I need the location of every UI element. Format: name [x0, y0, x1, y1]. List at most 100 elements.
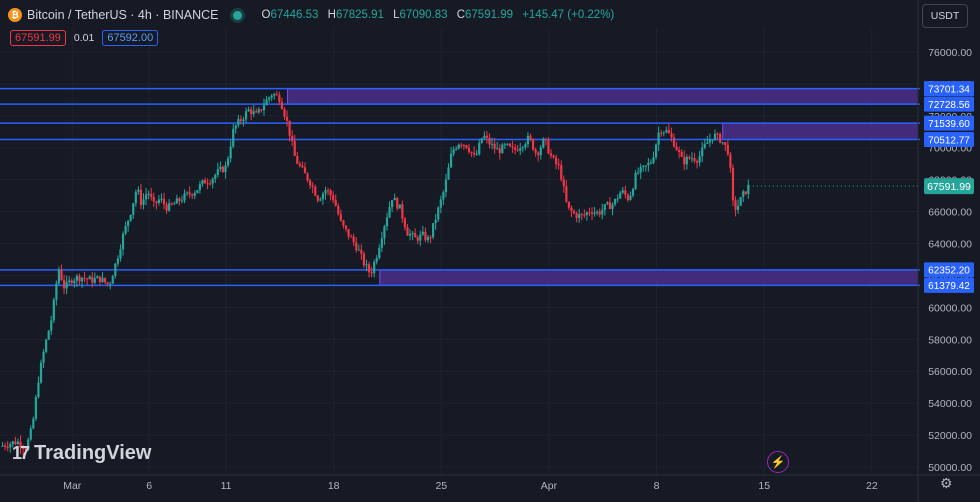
candle-body — [647, 162, 650, 166]
candle-body — [547, 139, 550, 154]
candle-body — [475, 154, 478, 156]
sell-button[interactable]: 67591.99 — [10, 30, 66, 46]
candle-body — [14, 441, 17, 445]
candle-body — [385, 217, 389, 227]
candle-body — [634, 173, 637, 189]
candle-body — [473, 152, 476, 155]
candle-body — [408, 233, 412, 236]
candle-body — [460, 144, 463, 146]
candle-body — [39, 362, 43, 383]
candle-body — [224, 165, 227, 173]
candle-body — [357, 249, 360, 251]
candle-body — [716, 133, 719, 135]
high-value: 67825.91 — [335, 9, 384, 21]
candle-body — [421, 231, 424, 235]
symbol-title[interactable]: Bitcoin / TetherUS · 4h · BINANCE — [27, 8, 219, 22]
spread-value: 0.01 — [73, 32, 95, 44]
candle-body — [670, 133, 673, 138]
candle-body — [398, 204, 401, 209]
candle-body — [162, 198, 166, 205]
candle-body — [483, 135, 486, 139]
candle-body — [555, 157, 558, 164]
candle-body — [537, 152, 540, 156]
candle-body — [721, 142, 724, 144]
candle-body — [652, 157, 655, 163]
y-tick-label: 76000.00 — [928, 47, 972, 59]
lightning-icon[interactable]: ⚡ — [767, 451, 789, 473]
candle-body — [165, 204, 168, 211]
buy-button[interactable]: 67592.00 — [102, 30, 159, 46]
candle-body — [393, 198, 396, 201]
change-value: +145.47 (+0.22%) — [522, 9, 615, 21]
candle-body — [88, 276, 91, 280]
candle-body — [314, 186, 317, 196]
x-tick-label: 25 — [435, 480, 447, 492]
candle-body — [678, 149, 681, 153]
candle-body — [229, 146, 232, 159]
candle-body — [185, 192, 189, 194]
candle-body — [391, 200, 394, 208]
candle-body — [355, 242, 358, 250]
candle-body — [688, 156, 691, 159]
x-tick-label: 8 — [654, 480, 660, 492]
candle-body — [247, 109, 250, 112]
x-tick-label: 18 — [328, 480, 340, 492]
last-price-label-bg — [924, 178, 974, 195]
candle-body — [514, 147, 517, 150]
candle-body — [488, 137, 491, 145]
candle-body — [68, 280, 71, 282]
settings-gear-icon[interactable]: ⚙ — [940, 475, 953, 491]
candle-body — [526, 135, 530, 145]
candle-body — [583, 214, 586, 216]
candle-body — [406, 227, 409, 236]
candle-body — [549, 153, 553, 156]
candle-body — [744, 191, 747, 195]
candle-body — [539, 147, 542, 156]
open-value: 67446.53 — [270, 9, 319, 21]
candle-body — [362, 253, 366, 266]
candle-body — [396, 198, 399, 209]
candle-body — [70, 280, 73, 284]
candle-body — [521, 147, 524, 149]
candle-body — [209, 183, 212, 185]
candle-body — [214, 174, 217, 179]
candle-body — [347, 229, 350, 237]
candle-body — [360, 249, 363, 254]
candle-body — [608, 202, 612, 209]
candle-body — [178, 198, 181, 202]
candle-body — [411, 233, 414, 235]
candle-body — [426, 237, 430, 241]
candle-body — [244, 111, 248, 120]
candle-body — [672, 137, 676, 147]
candle-body — [601, 210, 604, 215]
candle-body — [724, 142, 727, 145]
candle-body — [339, 214, 342, 221]
candle-body — [78, 275, 81, 282]
level-price-label-bg — [924, 96, 974, 112]
candle-body — [142, 199, 145, 205]
candle-body — [467, 148, 471, 152]
candle-body — [493, 143, 496, 149]
candle-body — [685, 156, 688, 165]
candle-body — [701, 147, 704, 157]
candle-body — [50, 320, 53, 331]
candle-body — [6, 446, 9, 448]
candle-body — [270, 95, 273, 98]
candle-body — [267, 97, 271, 100]
y-tick-label: 52000.00 — [928, 430, 972, 442]
level-price-label-bg — [924, 81, 974, 97]
candle-body — [311, 185, 314, 187]
candle-body — [183, 193, 186, 201]
candle-body — [98, 276, 102, 282]
candle-body — [111, 276, 114, 284]
candle-body — [490, 143, 494, 145]
candle-body — [321, 193, 325, 200]
currency-selector[interactable]: USDT — [922, 4, 968, 28]
candle-body — [506, 143, 509, 145]
candle-body — [124, 225, 127, 234]
close-value: 67591.99 — [465, 9, 513, 21]
candle-body — [45, 339, 48, 352]
candle-body — [232, 128, 235, 147]
candle-body — [593, 212, 596, 214]
